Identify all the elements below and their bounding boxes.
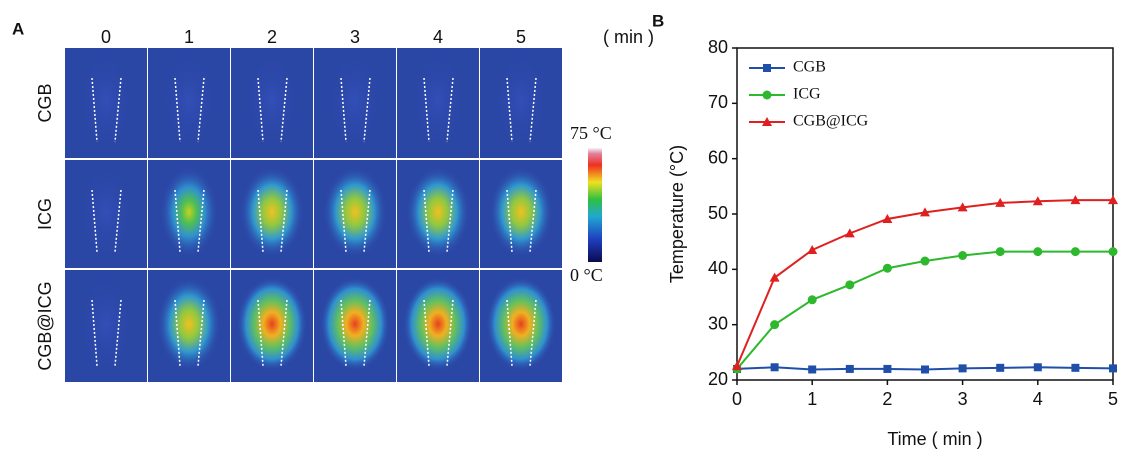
marker [921,365,929,373]
marker [808,365,816,373]
row-label: CGB [35,83,55,122]
column-label: 3 [350,27,360,47]
colorbar-max: 75 °C [570,123,612,143]
marker [1109,247,1118,256]
marker [959,364,967,372]
column-label: 4 [433,27,443,47]
marker [996,364,1004,372]
column-label: 1 [184,27,194,47]
y-tick-label: 40 [708,258,728,278]
thermal-panel [65,48,562,382]
marker [921,257,930,266]
x-tick-label: 3 [958,389,968,409]
y-tick-label: 80 [708,37,728,57]
heat-spot [323,167,387,258]
marker [996,247,1005,256]
heat-spot [329,55,381,147]
heat-spot [406,167,470,258]
x-tick-label: 4 [1033,389,1043,409]
heat-spot [237,277,307,371]
x-tick-label: 5 [1108,389,1118,409]
y-tick-label: 50 [708,203,728,223]
column-label: 2 [267,27,277,47]
marker [883,264,892,273]
heat-spot [80,167,132,258]
figure: A ( min ) 75 °C 0 °C B Time ( min ) Temp… [0,0,1125,457]
heat-spot [486,277,556,371]
legend-label: CGB@ICG [793,113,869,130]
marker [1033,247,1042,256]
y-axis-label: Temperature (°C) [667,145,687,283]
marker [846,365,854,373]
legend-marker [763,64,771,72]
heat-spot [489,167,553,258]
y-tick-label: 60 [708,147,728,167]
heat-spot [157,277,221,371]
x-axis-label: Time ( min ) [887,429,982,449]
marker [771,363,779,371]
legend-label: ICG [793,86,821,103]
x-tick-label: 0 [732,389,742,409]
heat-spot [403,277,473,371]
y-tick-label: 70 [708,92,728,112]
marker [770,320,779,329]
legend-marker [763,91,772,100]
heat-spot [412,55,464,147]
row-label: ICG [35,198,55,230]
marker [1109,364,1117,372]
marker [883,365,891,373]
colorbar [588,148,602,262]
x-tick-label: 2 [882,389,892,409]
heat-spot [246,55,298,147]
heat-spot [163,55,215,147]
row-label: CGB@ICG [35,281,55,370]
panel-label: B [652,11,664,30]
colorbar-min: 0 °C [570,265,603,285]
heat-spot [80,277,132,371]
x-tick-label: 1 [807,389,817,409]
y-tick-label: 30 [708,313,728,333]
heat-spot [240,167,304,258]
series-line [737,252,1113,369]
panel-label: A [12,19,24,38]
time-unit: ( min ) [603,27,654,47]
marker [845,280,854,289]
marker [1034,363,1042,371]
column-label: 5 [516,27,526,47]
marker [1071,364,1079,372]
heat-spot [495,55,547,147]
legend-label: CGB [793,59,826,76]
heat-spot [160,167,218,258]
heat-spot [80,55,132,147]
column-label: 0 [101,27,111,47]
series-line [737,200,1113,366]
heat-spot [320,277,390,371]
marker [1071,247,1080,256]
marker [958,251,967,260]
y-tick-label: 20 [708,369,728,389]
marker [808,295,817,304]
